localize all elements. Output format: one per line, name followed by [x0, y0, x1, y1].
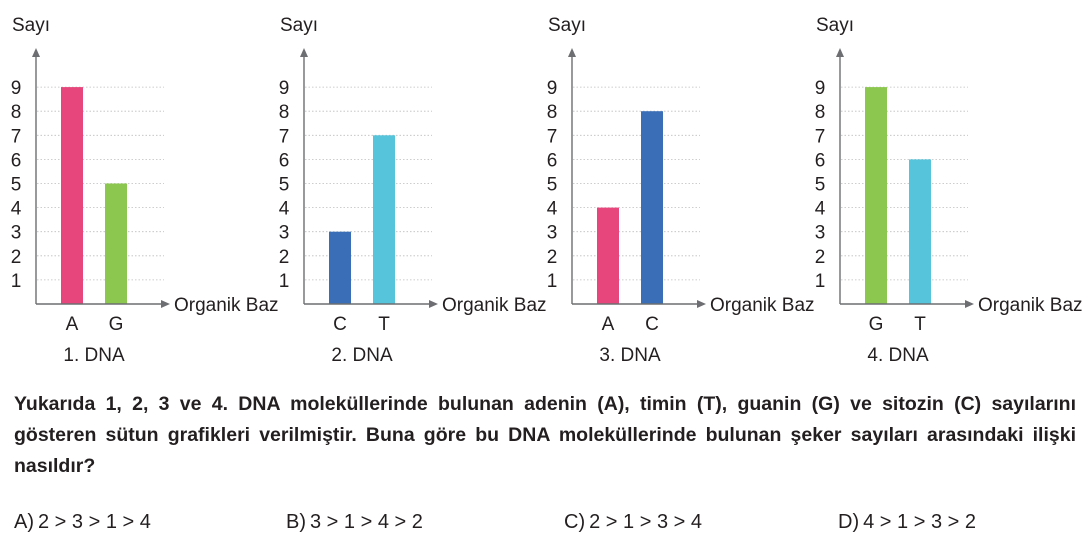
y-tick-label: 5 — [815, 175, 826, 196]
y-tick-label: 2 — [547, 247, 558, 268]
y-tick-label: 1 — [279, 271, 290, 292]
x-tick-label: T — [378, 314, 390, 335]
option-text: 2 > 3 > 1 > 4 — [38, 511, 151, 533]
y-tick-label: 3 — [279, 223, 290, 244]
y-tick-label: 9 — [815, 78, 826, 99]
bar-g — [865, 87, 887, 304]
y-tick-label: 4 — [11, 199, 22, 220]
y-tick-label: 8 — [11, 102, 22, 123]
y-tick-label: 4 — [279, 199, 290, 220]
y-tick-label: 7 — [279, 126, 290, 147]
y-axis-label: Sayı — [548, 15, 586, 36]
y-tick-label: 7 — [815, 126, 826, 147]
x-tick-label: A — [66, 314, 79, 335]
option-d[interactable]: D) 4 > 1 > 3 > 2 — [838, 511, 976, 534]
x-axis-label: Organik Baz — [442, 295, 547, 316]
y-tick-label: 7 — [11, 126, 22, 147]
y-tick-label: 9 — [11, 78, 22, 99]
bar-g — [105, 183, 127, 304]
y-tick-label: 2 — [815, 247, 826, 268]
x-axis-arrow — [965, 300, 974, 308]
y-tick-label: 6 — [547, 150, 558, 171]
option-b[interactable]: B) 3 > 1 > 4 > 2 — [286, 511, 423, 534]
option-text: 2 > 1 > 3 > 4 — [589, 511, 702, 533]
x-tick-label: G — [109, 314, 124, 335]
x-axis-arrow — [697, 300, 706, 308]
x-axis-arrow — [161, 300, 170, 308]
bar-c — [329, 231, 351, 304]
question-text: Yukarıda 1, 2, 3 ve 4. DNA moleküllerind… — [14, 393, 1076, 477]
y-axis-label: Sayı — [816, 15, 854, 36]
bar-t — [909, 159, 931, 304]
x-tick-label: C — [333, 314, 347, 335]
y-tick-label: 1 — [11, 271, 22, 292]
y-tick-label: 5 — [11, 175, 22, 196]
bar-a — [597, 207, 619, 304]
y-tick-label: 1 — [815, 271, 826, 292]
x-tick-label: G — [869, 314, 884, 335]
y-tick-label: 3 — [11, 223, 22, 244]
y-tick-label: 8 — [547, 102, 558, 123]
x-tick-label: A — [602, 314, 615, 335]
y-tick-label: 1 — [547, 271, 558, 292]
y-axis-label: Sayı — [12, 15, 50, 36]
option-letter: B) — [286, 511, 306, 533]
option-letter: C) — [564, 511, 586, 533]
y-tick-label: 2 — [279, 247, 290, 268]
x-tick-label: T — [914, 314, 926, 335]
y-tick-label: 3 — [547, 223, 558, 244]
charts-area: 1 2 3 4 5 6 7 8 9 Sayı Organik Baz A G 1. DNA 1 2 3 4 5 6 7 8… — [11, 15, 1083, 366]
y-tick-label: 6 — [279, 150, 290, 171]
x-axis-label: Organik Baz — [174, 295, 279, 316]
y-tick-label: 4 — [547, 199, 558, 220]
y-axis-arrow — [836, 48, 844, 57]
option-c[interactable]: C) 2 > 1 > 3 > 4 — [564, 511, 702, 534]
y-axis-arrow — [32, 48, 40, 57]
option-letter: D) — [838, 511, 860, 533]
y-tick-label: 7 — [547, 126, 558, 147]
y-tick-label: 9 — [279, 78, 290, 99]
chart-title: 4. DNA — [867, 345, 929, 366]
y-tick-label: 8 — [279, 102, 290, 123]
chart-title: 3. DNA — [599, 345, 661, 366]
chart-title: 1. DNA — [63, 345, 125, 366]
y-tick-label: 6 — [815, 150, 826, 171]
y-tick-label: 8 — [815, 102, 826, 123]
bar-a — [61, 87, 83, 304]
option-text: 3 > 1 > 4 > 2 — [310, 511, 423, 533]
y-tick-label: 3 — [815, 223, 826, 244]
y-tick-label: 5 — [547, 175, 558, 196]
x-tick-label: C — [645, 314, 659, 335]
x-axis-arrow — [429, 300, 438, 308]
x-axis-label: Organik Baz — [710, 295, 815, 316]
y-tick-label: 2 — [11, 247, 22, 268]
y-axis-arrow — [568, 48, 576, 57]
bar-t — [373, 135, 395, 304]
option-text: 4 > 1 > 3 > 2 — [863, 511, 976, 533]
bar-c — [641, 111, 663, 304]
y-axis-arrow — [300, 48, 308, 57]
y-axis-label: Sayı — [280, 15, 318, 36]
y-tick-label: 6 — [11, 150, 22, 171]
y-tick-label: 5 — [279, 175, 290, 196]
chart-title: 2. DNA — [331, 345, 393, 366]
bar-charts-svg: 1 2 3 4 5 6 7 8 9 Sayı Organik Baz A G 1. DNA 1 2 3 4 5 6 7 8… — [11, 15, 1083, 366]
y-tick-label: 9 — [547, 78, 558, 99]
option-letter: A) — [14, 511, 34, 533]
x-axis-label: Organik Baz — [978, 295, 1083, 316]
answer-options: A) 2 > 3 > 1 > 4 B) 3 > 1 > 4 > 2 C) 2 > 1 … — [14, 511, 1076, 541]
y-tick-label: 4 — [815, 199, 826, 220]
option-a[interactable]: A) 2 > 3 > 1 > 4 — [14, 511, 151, 534]
